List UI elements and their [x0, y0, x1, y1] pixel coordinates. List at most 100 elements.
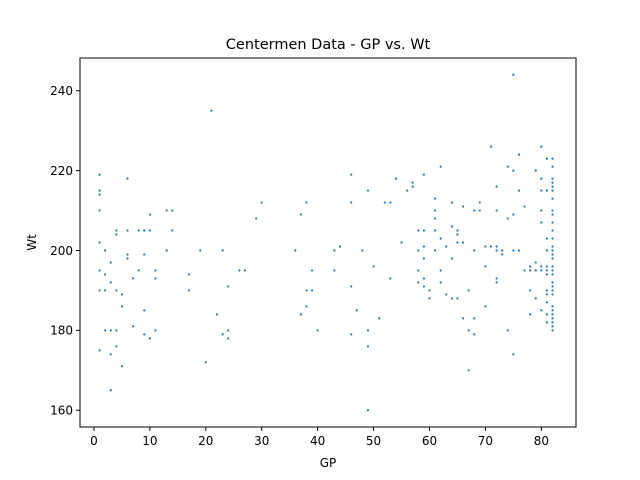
- data-point: [126, 229, 129, 232]
- data-point: [517, 249, 521, 252]
- y-axis: 160 180 200 220 240: [50, 84, 80, 418]
- data-point: [456, 229, 459, 232]
- data-point: [461, 241, 465, 244]
- data-point: [411, 185, 414, 188]
- data-point: [372, 265, 375, 268]
- data-point: [545, 157, 549, 160]
- data-point: [305, 305, 308, 308]
- data-point: [551, 197, 554, 200]
- data-point: [551, 165, 554, 168]
- data-point: [98, 289, 101, 292]
- data-point: [104, 249, 107, 252]
- data-point: [540, 209, 543, 212]
- data-point: [255, 217, 258, 220]
- data-point: [417, 249, 420, 252]
- data-point: [534, 297, 537, 300]
- data-point: [394, 177, 398, 180]
- data-point: [120, 305, 124, 308]
- data-point: [551, 245, 554, 248]
- data-point: [406, 189, 409, 192]
- data-point: [171, 209, 174, 212]
- data-point: [422, 285, 425, 288]
- data-point: [506, 217, 509, 220]
- data-point: [551, 229, 554, 232]
- data-point: [104, 273, 107, 276]
- y-tick-label: 160: [50, 404, 73, 418]
- data-point: [540, 221, 543, 224]
- data-point: [551, 189, 554, 192]
- data-point: [148, 229, 151, 232]
- data-point: [551, 273, 554, 276]
- data-point: [506, 329, 509, 332]
- data-point: [215, 313, 219, 316]
- y-tick-label: 220: [50, 164, 73, 178]
- data-point: [433, 217, 437, 220]
- data-point: [299, 313, 302, 316]
- data-point: [187, 289, 191, 292]
- data-point: [422, 257, 425, 260]
- x-tick-label: 80: [534, 434, 549, 448]
- data-point: [495, 277, 498, 280]
- data-point: [417, 229, 420, 232]
- data-point: [422, 277, 425, 280]
- data-point: [439, 269, 442, 272]
- data-point: [137, 229, 140, 232]
- data-point: [534, 169, 537, 172]
- data-point: [540, 145, 543, 148]
- data-point: [534, 261, 537, 264]
- data-points: [98, 73, 554, 412]
- data-point: [551, 265, 554, 268]
- data-point: [433, 249, 437, 252]
- x-tick-label: 20: [198, 434, 213, 448]
- x-tick-label: 30: [254, 434, 269, 448]
- data-point: [316, 329, 319, 332]
- data-point: [422, 173, 425, 176]
- data-point: [512, 353, 515, 356]
- data-point: [305, 201, 308, 204]
- data-point: [115, 329, 118, 332]
- data-point: [540, 309, 543, 312]
- data-point: [366, 189, 370, 192]
- data-point: [115, 289, 118, 292]
- y-tick-label: 240: [50, 84, 73, 98]
- data-point: [400, 241, 403, 244]
- data-point: [517, 153, 521, 156]
- data-point: [204, 361, 207, 364]
- data-point: [551, 321, 554, 324]
- data-point: [109, 329, 112, 332]
- data-point: [551, 269, 554, 272]
- data-point: [305, 289, 308, 292]
- data-point: [545, 289, 549, 292]
- data-point: [148, 213, 151, 216]
- data-point: [551, 157, 554, 160]
- data-point: [383, 201, 386, 204]
- data-point: [534, 269, 537, 272]
- data-point: [551, 313, 554, 316]
- data-point: [361, 249, 364, 252]
- data-point: [512, 73, 515, 76]
- data-point: [551, 305, 554, 308]
- data-point: [350, 333, 353, 336]
- data-point: [551, 289, 554, 292]
- data-point: [171, 229, 174, 232]
- data-point: [132, 325, 135, 328]
- data-point: [456, 241, 459, 244]
- data-point: [467, 329, 470, 332]
- data-point: [529, 289, 532, 292]
- data-point: [495, 249, 498, 252]
- data-point: [484, 245, 487, 248]
- data-point: [115, 233, 118, 236]
- data-point: [143, 229, 146, 232]
- data-point: [98, 269, 101, 272]
- data-point: [551, 209, 554, 212]
- data-point: [551, 253, 554, 256]
- data-point: [333, 249, 336, 252]
- data-point: [98, 209, 101, 212]
- data-point: [501, 249, 504, 252]
- data-point: [310, 289, 314, 292]
- data-point: [551, 213, 554, 216]
- data-point: [545, 273, 549, 276]
- data-point: [551, 177, 554, 180]
- data-point: [227, 329, 230, 332]
- data-point: [98, 193, 101, 196]
